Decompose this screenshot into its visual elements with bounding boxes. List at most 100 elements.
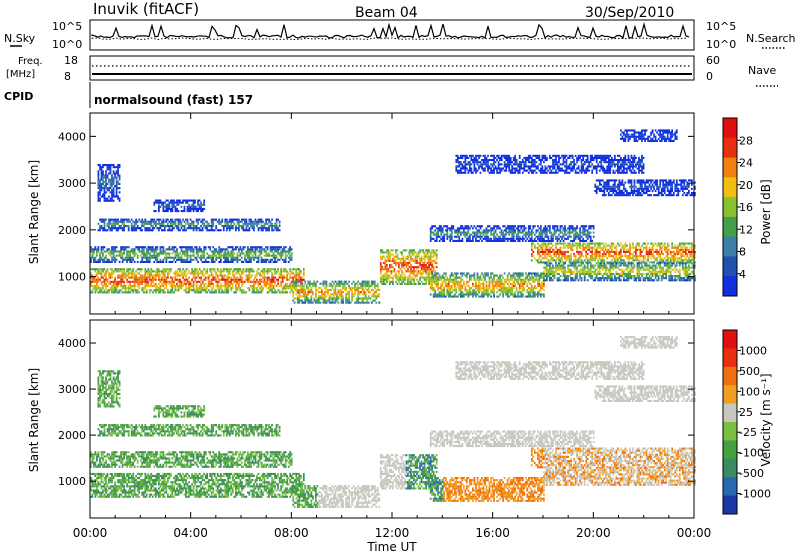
power-cell (317, 297, 319, 299)
power-cell (141, 250, 143, 252)
power-cell (388, 249, 390, 251)
power-cell (301, 283, 303, 285)
power-cell (243, 246, 245, 248)
power-cell (240, 287, 242, 289)
power-cell (111, 277, 113, 279)
power-cell (477, 240, 479, 242)
power-cell (498, 240, 500, 242)
power-cell (229, 253, 231, 255)
power-cell (261, 257, 263, 259)
power-cell (215, 219, 217, 221)
power-cell (187, 221, 189, 223)
power-cell (132, 225, 134, 227)
power-cell (141, 246, 143, 248)
power-cell (448, 291, 450, 293)
power-cell (455, 289, 457, 291)
power-cell (199, 219, 201, 221)
power-cell (96, 283, 98, 285)
power-cell (240, 248, 242, 250)
power-cell (125, 285, 127, 287)
power-cell (273, 285, 275, 287)
power-cell (224, 221, 226, 223)
power-cell (424, 264, 426, 266)
power-cell (190, 283, 192, 285)
power-cell (105, 164, 107, 166)
power-cell (169, 202, 171, 204)
power-cell (170, 270, 172, 272)
power-cell (194, 291, 196, 293)
power-cell (514, 168, 516, 170)
power-cell (191, 272, 193, 274)
power-cell (176, 270, 178, 272)
power-cell (360, 283, 362, 285)
power-cell (430, 272, 432, 274)
power-cell (462, 227, 464, 229)
power-cell (141, 259, 143, 261)
power-cell (128, 289, 130, 291)
power-cell (255, 253, 257, 255)
power-cell (542, 293, 544, 295)
power-cell (211, 229, 213, 231)
power-cell (465, 275, 467, 277)
power-cell (546, 253, 548, 255)
power-cell (549, 265, 551, 267)
power-cell (211, 279, 213, 281)
power-cell (365, 295, 367, 297)
power-cell (237, 268, 239, 270)
power-cell (528, 168, 530, 170)
power-cell (205, 289, 207, 291)
power-cell (434, 289, 436, 291)
power-cell (111, 253, 113, 255)
power-cell (542, 281, 544, 283)
power-cell (185, 291, 187, 293)
power-cell (200, 259, 202, 261)
power-cell (99, 272, 101, 274)
power-cell (472, 275, 474, 277)
power-cell (448, 236, 450, 238)
power-cell (513, 157, 515, 159)
power-cell (398, 279, 400, 281)
power-cell (301, 302, 303, 304)
power-cell (446, 291, 448, 293)
power-cell (166, 255, 168, 257)
power-cell (504, 289, 506, 291)
power-cell (99, 257, 101, 259)
power-cell (144, 268, 146, 270)
power-cell (455, 168, 457, 170)
power-cell (458, 165, 460, 167)
power-cell (342, 297, 344, 299)
power-cell (249, 289, 251, 291)
power-cell (397, 277, 399, 279)
power-cell (508, 155, 510, 157)
power-cell (132, 281, 134, 283)
power-cell (502, 291, 504, 293)
power-cell (469, 293, 471, 295)
power-cell (511, 168, 513, 170)
power-cell (232, 246, 234, 248)
power-cell (125, 248, 127, 250)
power-cell (472, 159, 474, 161)
power-cell (205, 248, 207, 250)
power-cell (98, 179, 100, 181)
power-cell (250, 285, 252, 287)
power-cell (474, 170, 476, 172)
power-cell (537, 275, 539, 277)
power-cell (184, 261, 186, 263)
power-cell (532, 163, 534, 165)
power-cell (197, 200, 199, 202)
power-cell (454, 289, 456, 291)
power-cell (220, 270, 222, 272)
power-cell (199, 268, 201, 270)
power-cell (110, 277, 112, 279)
power-cell (175, 210, 177, 212)
power-cell (223, 279, 225, 281)
power-cell (277, 229, 279, 231)
power-cell (332, 297, 334, 299)
power-cell (282, 289, 284, 291)
power-cell (178, 223, 180, 225)
power-cell (247, 246, 249, 248)
power-cell (182, 261, 184, 263)
power-cell (388, 279, 390, 281)
power-cell (510, 291, 512, 293)
power-cell (279, 285, 281, 287)
